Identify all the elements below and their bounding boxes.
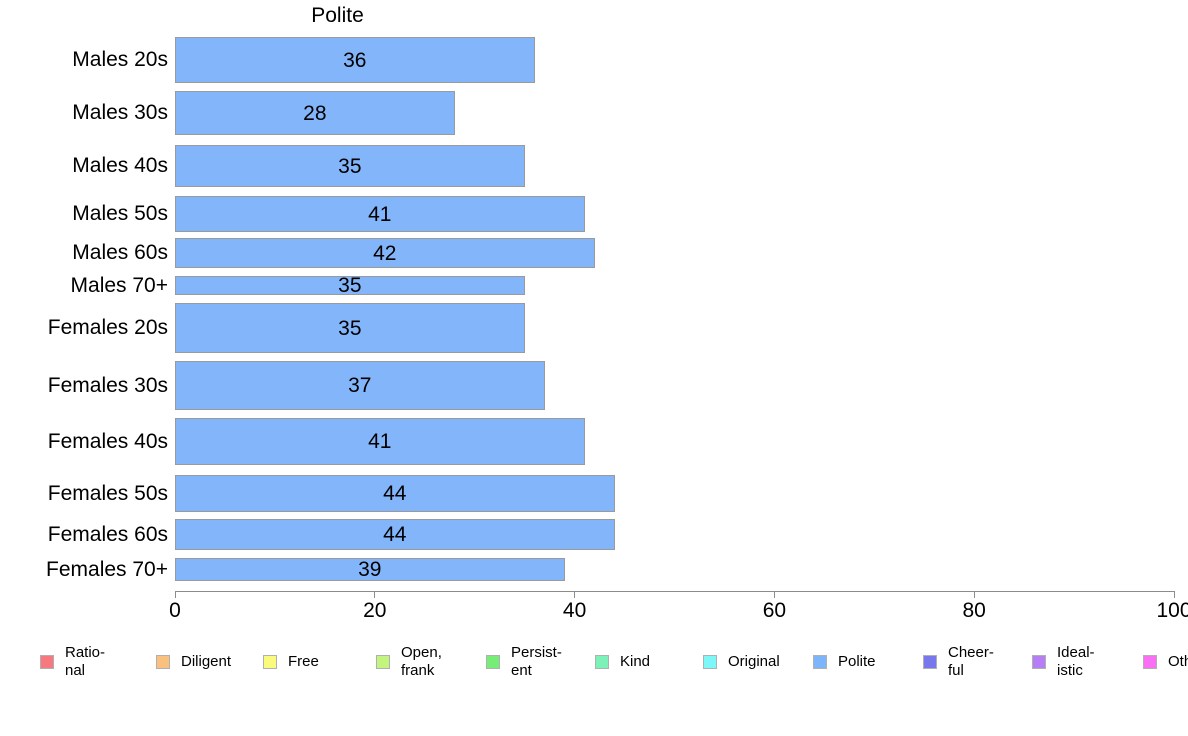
legend-label: Free <box>288 653 319 670</box>
legend-label: Persist-ent <box>511 644 562 679</box>
legend-item: Persist-ent <box>486 637 562 687</box>
category-label: Males 50s <box>72 202 168 225</box>
x-axis-tick <box>374 591 376 598</box>
legend-swatch <box>486 655 500 669</box>
x-tick-label: 0 <box>169 599 181 622</box>
bar-value-label: 36 <box>343 48 367 72</box>
x-tick-label: 80 <box>962 599 986 622</box>
bar: 35 <box>175 145 525 187</box>
category-label: Males 20s <box>72 48 168 71</box>
bar: 28 <box>175 91 455 135</box>
legend-item: Other <box>1143 637 1188 687</box>
legend-item: Free <box>263 637 319 687</box>
x-axis-tick <box>973 591 975 598</box>
x-axis-line <box>175 591 1174 592</box>
category-label: Males 30s <box>72 101 168 124</box>
legend-item: Ratio-nal <box>40 637 105 687</box>
legend-item: Cheer-ful <box>923 637 994 687</box>
bar: 41 <box>175 418 585 465</box>
legend-swatch <box>156 655 170 669</box>
legend-item: Diligent <box>156 637 231 687</box>
legend-swatch <box>703 655 717 669</box>
bar: 39 <box>175 558 565 581</box>
category-label: Males 40s <box>72 154 168 177</box>
category-label: Females 30s <box>47 373 168 397</box>
x-tick-label: 60 <box>762 599 787 622</box>
legend-swatch <box>1143 655 1157 669</box>
legend-label: Original <box>728 653 780 670</box>
bar: 35 <box>175 274 525 297</box>
bar: 44 <box>175 475 615 512</box>
x-axis-tick <box>1173 591 1175 598</box>
bar-value-label: 44 <box>383 482 407 505</box>
legend-swatch <box>263 655 277 669</box>
bar-value-label: 39 <box>358 558 382 581</box>
bar-value-label: 35 <box>338 274 362 297</box>
bar-value-label: 41 <box>368 202 392 226</box>
bar: 36 <box>175 37 535 83</box>
bar-value-label: 42 <box>373 241 397 265</box>
legend-item: Ideal-istic <box>1032 637 1095 687</box>
legend-swatch <box>595 655 609 669</box>
legend-item: Open, frank <box>376 637 442 687</box>
legend-item: Original <box>703 637 780 687</box>
category-label: Females 50s <box>47 481 168 505</box>
bar-value-label: 35 <box>338 154 362 178</box>
category-label: Females 20s <box>47 316 168 339</box>
category-label: Females 40s <box>47 429 168 453</box>
category-label: Females 60s <box>47 522 168 546</box>
category-label: Males 60s <box>72 241 168 264</box>
legend-item: Kind <box>595 637 650 687</box>
bar: 44 <box>175 519 615 550</box>
legend-label: Ideal-istic <box>1057 644 1095 679</box>
bar-value-label: 37 <box>348 374 372 397</box>
x-axis-tick <box>773 591 775 598</box>
legend-swatch <box>813 655 827 669</box>
legend-swatch <box>1032 655 1046 669</box>
legend-label: Open, frank <box>401 644 442 679</box>
legend-label: Polite <box>838 653 876 670</box>
bar: 41 <box>175 196 585 232</box>
legend-label: Ratio-nal <box>65 644 106 679</box>
chart-title: Polite <box>311 4 364 27</box>
legend-label: Diligent <box>181 653 232 670</box>
bar: 42 <box>175 238 595 268</box>
x-axis-tick <box>574 591 576 598</box>
bar-value-label: 41 <box>368 430 392 453</box>
legend-swatch <box>40 655 54 669</box>
category-label: Females 70+ <box>46 557 168 581</box>
legend-swatch <box>923 655 937 669</box>
x-tick-label: 100 <box>1156 599 1188 622</box>
legend-swatch <box>376 655 390 669</box>
bar: 37 <box>175 361 545 410</box>
legend-label: Cheer-ful <box>948 644 994 679</box>
legend-label: Kind <box>620 653 651 670</box>
legend-label: Other <box>1168 653 1188 670</box>
x-axis-tick <box>174 591 176 598</box>
bar: 35 <box>175 303 525 353</box>
bar-value-label: 44 <box>383 523 407 546</box>
x-tick-label: 20 <box>363 599 387 622</box>
legend-item: Polite <box>813 637 876 687</box>
bar-value-label: 28 <box>303 101 327 125</box>
x-tick-label: 40 <box>562 599 587 622</box>
bar-value-label: 35 <box>338 316 362 340</box>
category-label: Males 70+ <box>70 273 168 297</box>
